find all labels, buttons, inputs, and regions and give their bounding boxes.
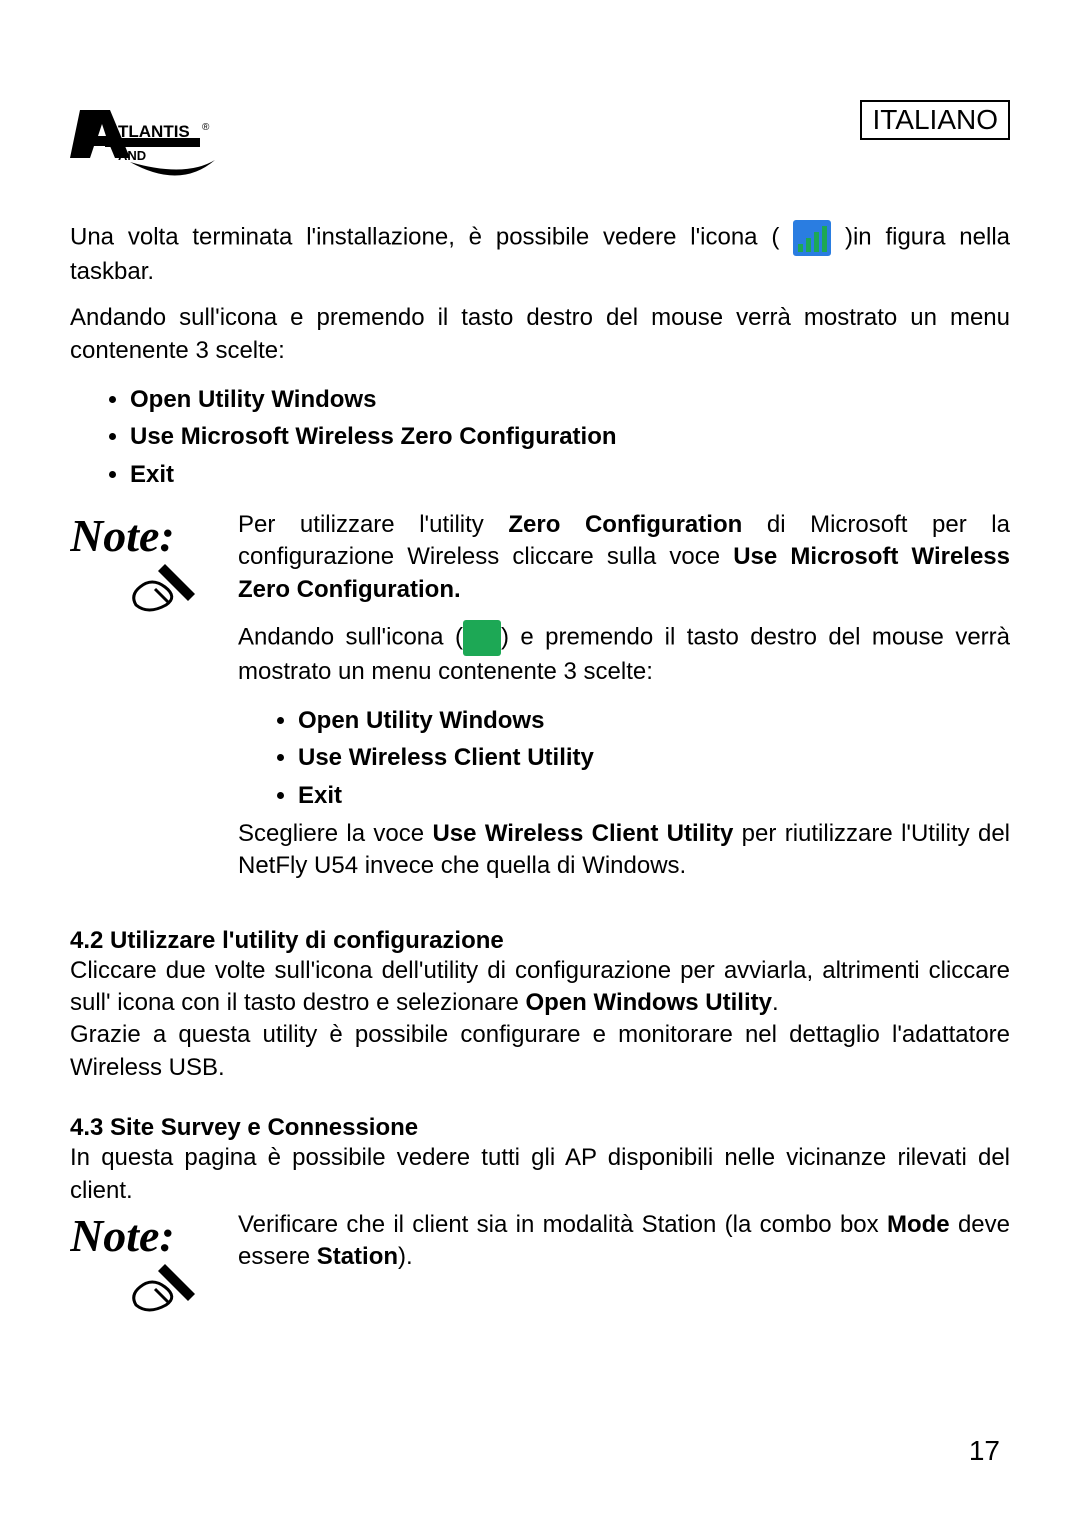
list-item: Exit <box>130 456 1010 493</box>
svg-text:AND: AND <box>118 148 146 163</box>
language-label: ITALIANO <box>860 100 1010 140</box>
section-4-3-p1: In questa pagina è possibile vedere tutt… <box>70 1142 1010 1207</box>
text: Andando sull'icona ( <box>238 623 463 650</box>
text: Open Windows Utility <box>526 989 772 1016</box>
note-icon: Note: <box>70 509 220 897</box>
page: TLANTIS ® AND ITALIANO Una volta termina… <box>0 0 1080 1527</box>
text: Per utilizzare l'utility <box>238 511 508 538</box>
text: Station <box>317 1243 398 1270</box>
list-item: Open Utility Windows <box>130 381 1010 418</box>
svg-text:Note:: Note: <box>70 510 175 561</box>
note-text: Per utilizzare l'utility Zero Configurat… <box>238 509 1010 897</box>
text: Verificare che il client sia in modalità… <box>238 1211 887 1238</box>
note1-p3: Scegliere la voce Use Wireless Client Ut… <box>238 818 1010 883</box>
note1-p2: Andando sull'icona () e premendo il tast… <box>238 620 1010 688</box>
list-item: Exit <box>298 777 1010 814</box>
list-item: Open Utility Windows <box>298 702 1010 739</box>
section-4-2-p2: Grazie a questa utility è possibile conf… <box>70 1019 1010 1084</box>
text: Una volta terminata l'installazione, è p… <box>70 223 779 250</box>
section-4-3-heading: 4.3 Site Survey e Connessione <box>70 1114 1010 1142</box>
text: Mode <box>887 1211 950 1238</box>
note2-p1: Verificare che il client sia in modalità… <box>238 1209 1010 1274</box>
text: Exit <box>130 461 174 488</box>
text: Open Utility Windows <box>130 386 376 413</box>
list-item: Use Wireless Client Utility <box>298 739 1010 776</box>
text: Use Wireless Client Utility <box>432 820 733 847</box>
header-row: TLANTIS ® AND ITALIANO <box>70 100 1010 190</box>
signal-bars-blue-icon <box>793 220 831 256</box>
text: Exit <box>298 782 342 809</box>
section-4-2-heading: 4.2 Utilizzare l'utility di configurazio… <box>70 927 1010 955</box>
intro-bullets: Open Utility Windows Use Microsoft Wirel… <box>70 381 1010 493</box>
intro-line1: Una volta terminata l'installazione, è p… <box>70 220 1010 288</box>
note1-bullets: Open Utility Windows Use Wireless Client… <box>238 702 1010 814</box>
text: Use Microsoft Wireless Zero Configuratio… <box>130 423 617 450</box>
svg-text:®: ® <box>202 122 210 133</box>
page-number: 17 <box>969 1435 1000 1467</box>
list-item: Use Microsoft Wireless Zero Configuratio… <box>130 418 1010 455</box>
section-4-2-p1: Cliccare due volte sull'icona dell'utili… <box>70 955 1010 1020</box>
note-icon: Note: <box>70 1209 220 1324</box>
intro-line2: Andando sull'icona e premendo il tasto d… <box>70 302 1010 367</box>
text: Scegliere la voce <box>238 820 432 847</box>
note-block-2: Note: Verificare che il client sia in mo… <box>70 1209 1010 1324</box>
text: Open Utility Windows <box>298 707 544 734</box>
note-text: Verificare che il client sia in modalità… <box>238 1209 1010 1324</box>
note-block-1: Note: Per utilizzare l'utility Zero Conf… <box>70 509 1010 897</box>
text: ). <box>398 1243 413 1270</box>
text: Use Wireless Client Utility <box>298 744 594 771</box>
text: . <box>772 989 779 1016</box>
svg-text:TLANTIS: TLANTIS <box>118 122 190 141</box>
note1-p1: Per utilizzare l'utility Zero Configurat… <box>238 509 1010 606</box>
svg-text:Note:: Note: <box>70 1210 175 1261</box>
brand-logo: TLANTIS ® AND <box>70 100 230 190</box>
signal-bars-green-icon <box>463 620 501 656</box>
text: Zero Configuration <box>508 511 742 538</box>
